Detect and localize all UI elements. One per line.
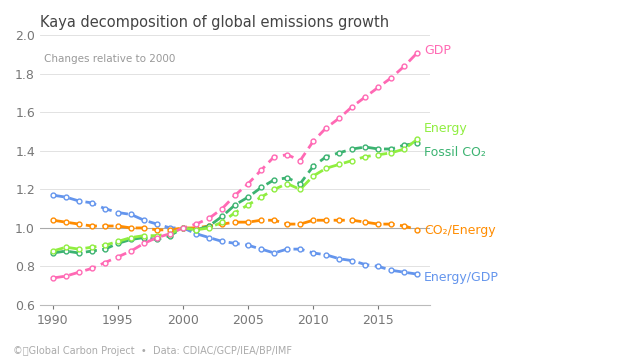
Text: Kaya decomposition of global emissions growth: Kaya decomposition of global emissions g… xyxy=(40,15,389,30)
Text: Energy/GDP: Energy/GDP xyxy=(424,271,499,284)
Text: CO₂/Energy: CO₂/Energy xyxy=(424,224,495,237)
Text: ©ⓌGlobal Carbon Project  •  Data: CDIAC/GCP/IEA/BP/IMF: ©ⓌGlobal Carbon Project • Data: CDIAC/GC… xyxy=(13,346,292,356)
Text: GDP: GDP xyxy=(424,44,451,57)
Text: Energy: Energy xyxy=(424,122,468,135)
Text: Changes relative to 2000: Changes relative to 2000 xyxy=(44,54,175,64)
Text: Fossil CO₂: Fossil CO₂ xyxy=(424,146,486,159)
